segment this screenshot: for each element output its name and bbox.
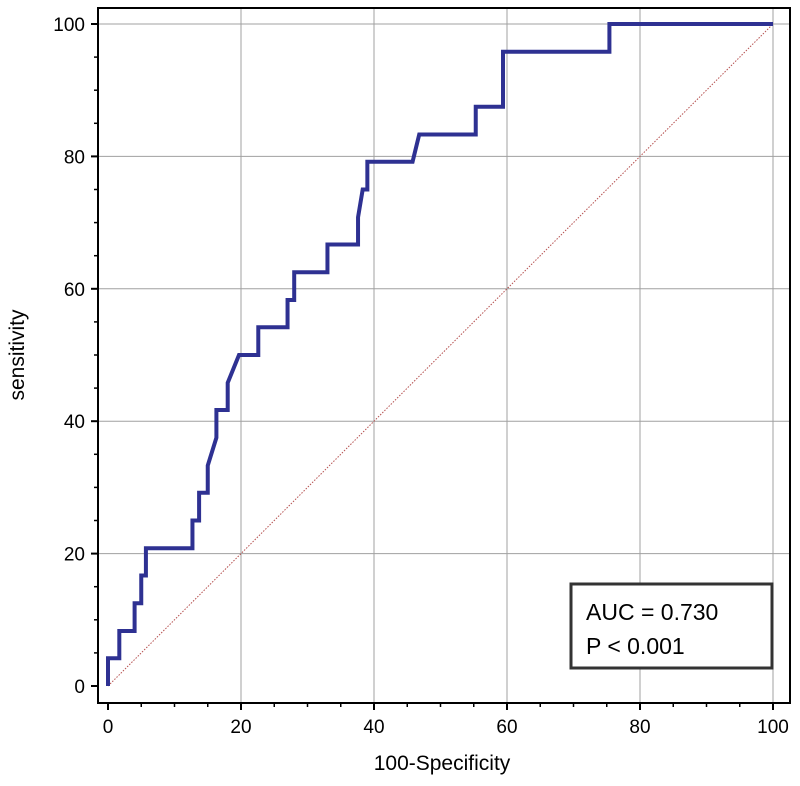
p-value: P < 0.001: [586, 633, 685, 659]
y-axis: 0 20 40 60 80 100: [53, 15, 98, 698]
y-tick-label: 20: [64, 545, 85, 566]
x-tick-label: 80: [629, 717, 650, 738]
x-tick-label: 0: [103, 717, 114, 738]
roc-curve: [106, 22, 773, 686]
reference-diagonal: [107, 23, 774, 687]
x-tick-label: 60: [496, 717, 517, 738]
x-axis-title: 100-Specificity: [374, 752, 511, 775]
x-tick-label: 20: [230, 717, 251, 738]
x-tick-label: 40: [363, 717, 384, 738]
auc-annotation-box: AUC = 0.730 P < 0.001: [569, 582, 774, 670]
x-tick-label: 100: [757, 717, 789, 738]
y-tick-label: 100: [53, 15, 85, 36]
y-axis-title: sensitivity: [6, 309, 29, 401]
y-tick-label: 40: [64, 412, 85, 433]
auc-value: AUC = 0.730: [586, 599, 718, 625]
y-tick-label: 60: [64, 280, 85, 301]
y-tick-label: 80: [64, 147, 85, 168]
x-axis: 0 20 40 60 80 100: [103, 703, 789, 738]
y-tick-label: 0: [74, 677, 85, 698]
